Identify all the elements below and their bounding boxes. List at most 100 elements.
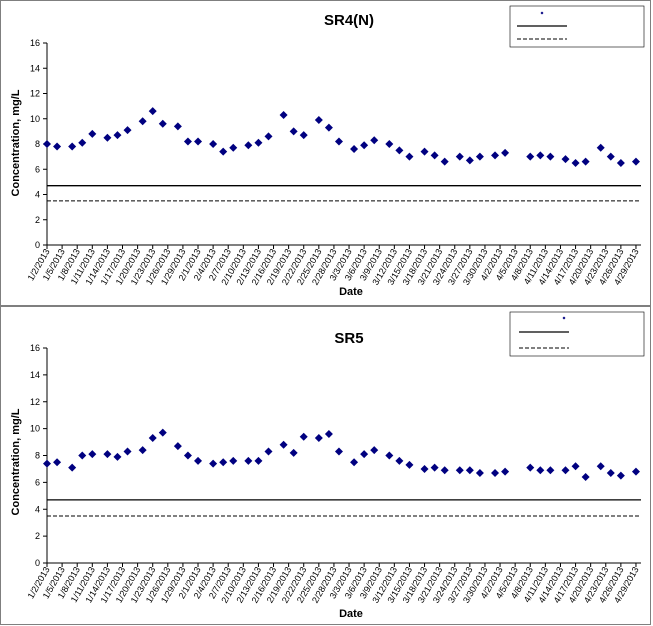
data-point xyxy=(123,447,132,456)
data-point xyxy=(571,158,580,167)
data-point xyxy=(491,151,500,160)
data-point xyxy=(405,460,414,469)
data-point xyxy=(244,141,253,150)
data-point xyxy=(68,463,77,472)
chart-title: SR4(N) xyxy=(324,12,374,29)
y-tick-label: 16 xyxy=(30,38,40,48)
data-point xyxy=(440,466,449,475)
data-point xyxy=(491,468,500,477)
y-tick-label: 0 xyxy=(35,558,40,568)
y-tick-label: 8 xyxy=(35,139,40,149)
y-tick-label: 14 xyxy=(30,370,40,380)
data-point xyxy=(370,446,379,455)
data-point xyxy=(279,110,288,119)
data-point xyxy=(370,136,379,145)
legend xyxy=(509,5,645,48)
y-axis-title: Concentration, mg/L xyxy=(10,89,22,196)
data-point xyxy=(88,450,97,459)
data-point xyxy=(68,142,77,151)
data-point xyxy=(254,456,263,465)
data-point xyxy=(173,442,182,451)
data-point xyxy=(264,447,273,456)
data-point xyxy=(546,152,555,161)
data-point xyxy=(536,151,545,160)
data-point xyxy=(314,434,323,443)
data-point xyxy=(395,146,404,155)
data-point xyxy=(194,137,203,146)
data-point xyxy=(334,447,343,456)
data-point xyxy=(455,152,464,161)
data-point xyxy=(183,137,192,146)
data-point xyxy=(501,148,510,157)
y-tick-label: 14 xyxy=(30,63,40,73)
data-point xyxy=(420,147,429,156)
data-point xyxy=(254,138,263,147)
data-point xyxy=(244,456,253,465)
data-point xyxy=(596,143,605,152)
data-point xyxy=(148,434,157,443)
data-point xyxy=(475,468,484,477)
data-point xyxy=(606,152,615,161)
data-point xyxy=(78,451,87,460)
data-point xyxy=(78,138,87,147)
data-point xyxy=(43,459,51,468)
data-point xyxy=(385,451,394,460)
data-point xyxy=(229,143,238,152)
data-point xyxy=(264,132,273,141)
data-point xyxy=(430,463,439,472)
data-point xyxy=(53,458,62,467)
data-point xyxy=(546,466,555,475)
chart-sr5: SR5 Date Concentration, mg/L 0 2 4 6 8 10 12 14… xyxy=(10,311,645,620)
data-point xyxy=(526,152,535,161)
x-axis-title: Date xyxy=(339,608,363,620)
legend-marker xyxy=(562,316,566,320)
data-point xyxy=(43,140,51,148)
data-point xyxy=(158,119,167,128)
y-tick-label: 12 xyxy=(30,89,40,99)
data-point xyxy=(103,133,112,142)
y-tick-label: 4 xyxy=(35,504,40,514)
legend-marker xyxy=(540,11,544,15)
data-point xyxy=(299,432,308,441)
data-point xyxy=(526,463,535,472)
data-point xyxy=(420,464,429,473)
data-point xyxy=(350,458,359,467)
data-point xyxy=(113,131,122,140)
x-axis-title: Date xyxy=(339,286,363,298)
y-tick-label: 2 xyxy=(35,531,40,541)
data-point xyxy=(561,466,570,475)
chart-sr4n: SR4(N) Date Concentration, mg/L 0 2 4 6 8 10 1… xyxy=(10,5,645,298)
data-point xyxy=(219,147,228,156)
data-point xyxy=(360,450,369,459)
data-point xyxy=(138,117,147,126)
data-point xyxy=(113,452,122,461)
y-tick-label: 6 xyxy=(35,164,40,174)
data-point xyxy=(324,123,333,132)
data-point xyxy=(606,468,615,477)
data-point xyxy=(148,107,157,116)
y-axis-title: Concentration, mg/L xyxy=(10,408,22,515)
data-point xyxy=(440,157,449,166)
data-point xyxy=(88,129,97,138)
data-point xyxy=(616,158,625,167)
y-tick-label: 8 xyxy=(35,451,40,461)
data-point xyxy=(581,473,590,481)
data-point xyxy=(219,458,228,467)
data-point xyxy=(183,451,192,460)
data-point xyxy=(158,428,167,437)
data-point xyxy=(360,141,369,150)
legend xyxy=(509,311,645,357)
data-point xyxy=(455,466,464,475)
y-tick-label: 10 xyxy=(30,424,40,434)
data-point xyxy=(53,142,62,151)
y-tick-label: 0 xyxy=(35,240,40,250)
y-tick-label: 6 xyxy=(35,477,40,487)
data-point xyxy=(123,126,132,135)
legend-box xyxy=(509,311,645,357)
data-point xyxy=(430,151,439,160)
data-point xyxy=(209,459,218,468)
data-point xyxy=(465,466,474,475)
data-point xyxy=(581,157,590,166)
data-point xyxy=(571,462,580,471)
data-point xyxy=(289,448,298,457)
